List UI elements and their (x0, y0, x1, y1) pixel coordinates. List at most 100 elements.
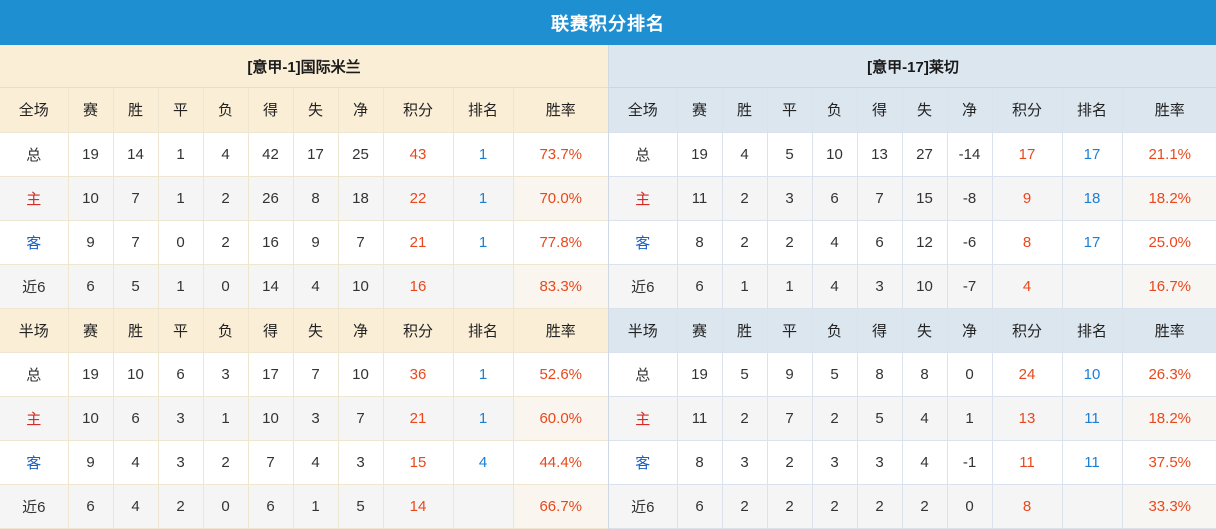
cell-gd: 5 (338, 484, 384, 529)
col-gf: 得 (857, 88, 903, 133)
cell-played: 8 (677, 440, 723, 485)
table-header-row-halftime: 半场 赛 胜 平 负 得 失 净 积分 排名 胜率 (609, 308, 1216, 353)
cell-lose: 2 (203, 220, 249, 265)
cell-rank: 1 (453, 220, 514, 265)
cell-ga: 10 (902, 264, 948, 309)
team-name: [意甲-17]莱切 (867, 58, 959, 76)
cell-rate: 52.6% (513, 352, 608, 397)
cell-rate: 26.3% (1122, 352, 1216, 397)
col-win: 胜 (113, 88, 159, 133)
cell-draw: 7 (767, 396, 813, 441)
table-row: 客 9 4 3 2 7 4 3 15 4 44.4% (0, 440, 608, 485)
cell-ga: 1 (293, 484, 339, 529)
cell-ga: 4 (293, 440, 339, 485)
cell-points: 43 (383, 132, 454, 177)
cell-rate: 33.3% (1122, 484, 1216, 529)
cell-gf: 16 (248, 220, 294, 265)
cell-rank: 17 (1062, 220, 1123, 265)
cell-points: 4 (992, 264, 1063, 309)
col-draw: 平 (767, 88, 813, 133)
cell-win: 14 (113, 132, 159, 177)
cell-played: 6 (677, 264, 723, 309)
cell-gf: 7 (857, 176, 903, 221)
cell-draw: 3 (158, 396, 204, 441)
cell-gf: 7 (248, 440, 294, 485)
cell-draw: 1 (158, 264, 204, 309)
cell-points: 21 (383, 396, 454, 441)
cell-draw: 1 (158, 132, 204, 177)
cell-ga: 8 (293, 176, 339, 221)
cell-win: 2 (722, 396, 768, 441)
row-label: 近6 (609, 484, 678, 529)
cell-draw: 1 (767, 264, 813, 309)
cell-rate: 25.0% (1122, 220, 1216, 265)
team-name: [意甲-1]国际米兰 (247, 58, 361, 76)
table-row: 主 11 2 3 6 7 15 -8 9 18 18.2% (609, 176, 1216, 221)
table-header-row-halftime: 半场 赛 胜 平 负 得 失 净 积分 排名 胜率 (0, 308, 608, 353)
cell-gf: 6 (248, 484, 294, 529)
table-row: 客 9 7 0 2 16 9 7 21 1 77.8% (0, 220, 608, 265)
row-label: 主 (0, 176, 69, 221)
col-gf: 得 (857, 308, 903, 353)
cell-ga: 7 (293, 352, 339, 397)
cell-played: 9 (68, 220, 114, 265)
cell-rank: 11 (1062, 396, 1123, 441)
col-rate: 胜率 (513, 308, 608, 353)
table-row: 主 10 7 1 2 26 8 18 22 1 70.0% (0, 176, 608, 221)
cell-gf: 10 (248, 396, 294, 441)
cell-win: 3 (722, 440, 768, 485)
cell-win: 4 (113, 484, 159, 529)
table-row: 近6 6 5 1 0 14 4 10 16 83.3% (0, 264, 608, 309)
cell-played: 19 (68, 132, 114, 177)
table-header-row-fulltime: 全场 赛 胜 平 负 得 失 净 积分 排名 胜率 (609, 88, 1216, 133)
cell-gf: 14 (248, 264, 294, 309)
cell-rank (453, 484, 514, 529)
row-label: 总 (0, 352, 69, 397)
cell-lose: 4 (812, 264, 858, 309)
cell-played: 19 (677, 352, 723, 397)
cell-gd: 1 (947, 396, 993, 441)
cell-lose: 2 (812, 484, 858, 529)
cell-rate: 21.1% (1122, 132, 1216, 177)
cell-gf: 3 (857, 440, 903, 485)
cell-gd: 0 (947, 484, 993, 529)
cell-lose: 2 (812, 396, 858, 441)
row-label: 客 (0, 220, 69, 265)
cell-win: 2 (722, 176, 768, 221)
cell-win: 6 (113, 396, 159, 441)
cell-rank: 17 (1062, 132, 1123, 177)
col-draw: 平 (158, 308, 204, 353)
col-ga: 失 (293, 308, 339, 353)
cell-points: 21 (383, 220, 454, 265)
col-gd: 净 (947, 308, 993, 353)
table-row: 总 19 4 5 10 13 27 -14 17 17 21.1% (609, 132, 1216, 177)
cell-played: 10 (68, 176, 114, 221)
cell-points: 36 (383, 352, 454, 397)
row-label: 近6 (609, 264, 678, 309)
cell-points: 8 (992, 220, 1063, 265)
col-rank: 排名 (453, 308, 514, 353)
cell-win: 5 (722, 352, 768, 397)
cell-win: 2 (722, 484, 768, 529)
table-row: 近6 6 1 1 4 3 10 -7 4 16.7% (609, 264, 1216, 309)
cell-gd: 18 (338, 176, 384, 221)
row-label: 主 (609, 176, 678, 221)
cell-ga: 9 (293, 220, 339, 265)
cell-gd: -7 (947, 264, 993, 309)
cell-gd: -6 (947, 220, 993, 265)
col-draw: 平 (158, 88, 204, 133)
row-label: 客 (609, 440, 678, 485)
team-panel-right: [意甲-17]莱切 全场 赛 胜 平 负 得 失 净 (609, 45, 1216, 529)
col-lose: 负 (203, 308, 249, 353)
col-ga: 失 (902, 308, 948, 353)
col-played: 赛 (68, 308, 114, 353)
col-rate: 胜率 (513, 88, 608, 133)
cell-gd: 10 (338, 352, 384, 397)
cell-played: 8 (677, 220, 723, 265)
cell-rank: 1 (453, 352, 514, 397)
cell-lose: 2 (203, 176, 249, 221)
cell-win: 4 (722, 132, 768, 177)
row-label: 主 (609, 396, 678, 441)
cell-lose: 0 (203, 264, 249, 309)
